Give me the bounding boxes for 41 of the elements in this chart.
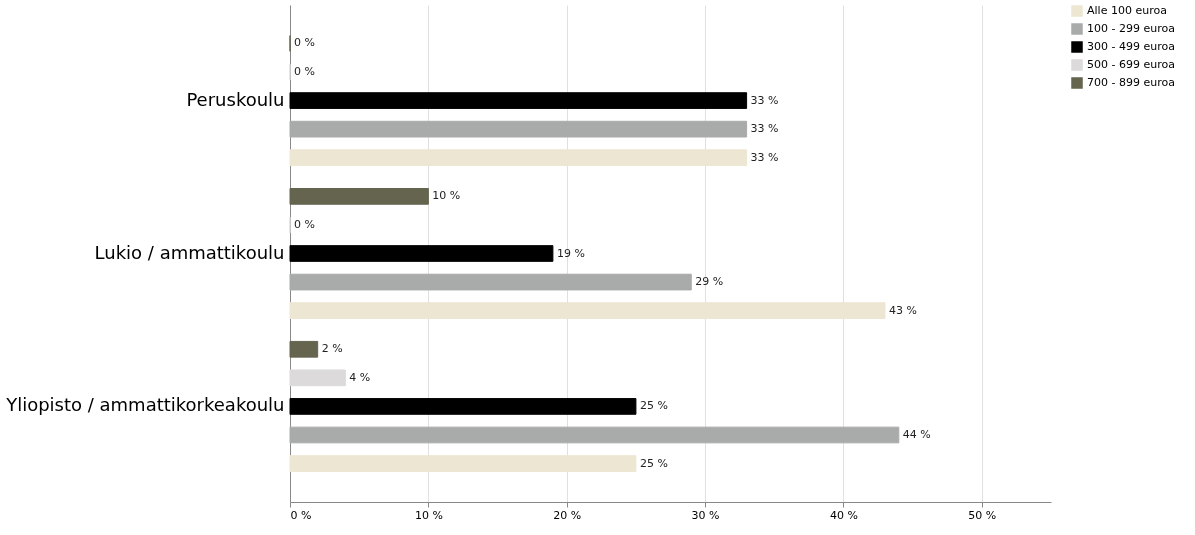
bar xyxy=(289,149,748,167)
bar xyxy=(289,340,319,358)
bar xyxy=(289,245,554,262)
data-label: 0 % xyxy=(294,36,315,50)
y-tick-label: Lukio / ammattikoulu xyxy=(94,241,285,263)
legend-label: 700 - 899 euroa xyxy=(1087,76,1175,89)
bar xyxy=(289,455,637,472)
x-tick-label: 30 % xyxy=(691,508,720,522)
x-tick-label: 40 % xyxy=(829,508,858,522)
data-label: 0 % xyxy=(294,65,315,79)
bar xyxy=(289,188,429,205)
data-label: 0 % xyxy=(294,217,315,231)
data-label: 25 % xyxy=(639,456,668,470)
data-label: 29 % xyxy=(695,275,724,289)
y-tick-label: Peruskoulu xyxy=(186,88,285,110)
data-label: 25 % xyxy=(639,399,668,413)
data-label: 33 % xyxy=(750,93,779,107)
y-tick-label: Yliopisto / ammattikorkeakoulu xyxy=(5,394,285,416)
x-tick-label: 50 % xyxy=(968,508,997,522)
legend-label: 500 - 699 euroa xyxy=(1087,58,1175,71)
data-label: 19 % xyxy=(556,246,585,260)
data-label: 33 % xyxy=(750,150,779,164)
data-label: 2 % xyxy=(321,342,343,356)
data-label: 4 % xyxy=(349,370,371,384)
legend-label: 300 - 499 euroa xyxy=(1087,40,1175,53)
data-label: 33 % xyxy=(750,122,779,136)
x-tick-label: 0 % xyxy=(290,508,312,522)
bar xyxy=(289,120,748,138)
data-label: 43 % xyxy=(888,303,917,317)
legend-label: Alle 100 euroa xyxy=(1087,4,1167,17)
data-label: 10 % xyxy=(432,189,461,203)
bar xyxy=(289,369,346,387)
data-label: 44 % xyxy=(902,427,931,441)
bar xyxy=(289,92,748,109)
x-tick-label: 10 % xyxy=(414,508,443,522)
x-tick-label: 20 % xyxy=(553,508,582,522)
bar xyxy=(289,273,692,291)
bar xyxy=(289,398,637,415)
bar xyxy=(289,302,886,319)
bar xyxy=(289,426,900,444)
legend-label: 100 - 299 euroa xyxy=(1087,22,1175,35)
